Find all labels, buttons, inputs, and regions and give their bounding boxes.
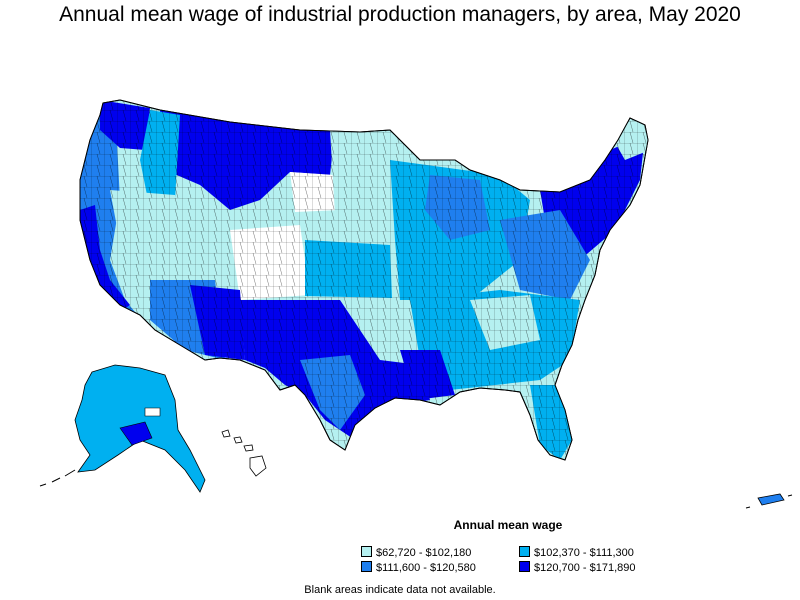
us-outline-border	[79, 99, 649, 461]
legend-item-3: $111,600 - $120,580	[361, 561, 476, 574]
puerto-rico-islet	[745, 494, 793, 509]
alaska-south-central	[119, 421, 153, 446]
hawaii	[221, 429, 267, 477]
hawaii-island-3	[243, 444, 254, 452]
legend-label-4: $120,700 - $171,890	[534, 562, 636, 574]
alaska	[39, 364, 206, 493]
data-note: Blank areas indicate data not available.	[304, 584, 496, 596]
legend-swatch-4	[519, 561, 530, 572]
hawaii-island-2	[233, 436, 243, 444]
aleutian-islands	[39, 469, 76, 487]
hawaii-island-4	[249, 455, 267, 477]
legend-swatch-2	[519, 546, 530, 557]
legend-item-4: $120,700 - $171,890	[519, 561, 636, 574]
legend-title: Annual mean wage	[453, 518, 563, 532]
puerto-rico	[745, 493, 793, 509]
legend-label-2: $102,370 - $111,300	[534, 547, 634, 559]
alaska-no-data	[144, 407, 161, 417]
legend-swatch-1	[361, 546, 372, 557]
legend-item-2: $102,370 - $111,300	[519, 546, 634, 559]
legend-item-1: $62,720 - $102,180	[361, 546, 471, 559]
map-title: Annual mean wage of industrial productio…	[59, 3, 741, 26]
legend-label-1: $62,720 - $102,180	[376, 547, 472, 559]
hawaii-island-1	[221, 429, 231, 438]
puerto-rico-shape	[757, 493, 785, 506]
legend-swatch-3	[361, 561, 372, 572]
legend-label-3: $111,600 - $120,580	[376, 562, 476, 574]
